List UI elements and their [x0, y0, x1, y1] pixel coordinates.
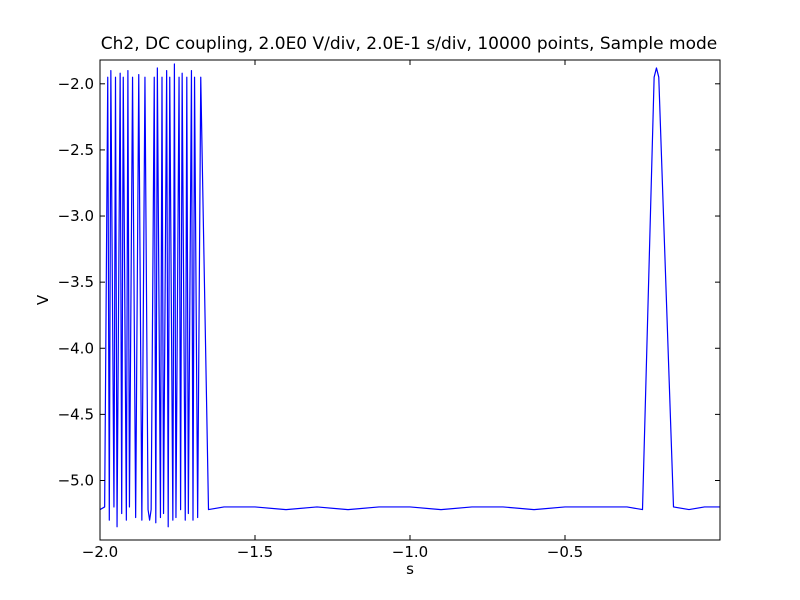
x-tick-label: −1.5: [237, 543, 273, 561]
y-tick-label: −2.5: [58, 141, 94, 159]
y-tick-label: −4.5: [58, 405, 94, 423]
y-ticks: −2.0 −2.5 −3.0 −3.5 −4.0 −4.5 −5.0: [58, 75, 720, 489]
y-tick-label: −4.0: [58, 339, 94, 357]
x-tick-label: −0.5: [547, 543, 583, 561]
series-line-0: [99, 63, 720, 528]
y-tick-label: −3.5: [58, 273, 94, 291]
y-tick-label: −3.0: [58, 207, 94, 225]
x-tick-label: −1.0: [392, 543, 428, 561]
x-tick-label: −2.0: [82, 543, 118, 561]
y-tick-label: −5.0: [58, 471, 94, 489]
chart-title: Ch2, DC coupling, 2.0E0 V/div, 2.0E-1 s/…: [101, 34, 717, 54]
x-axis-label: s: [406, 560, 414, 578]
plot-series: [99, 63, 720, 528]
x-ticks: −2.0 −1.5 −1.0 −0.5: [82, 60, 583, 561]
y-tick-label: −2.0: [58, 75, 94, 93]
y-axis-label: V: [34, 294, 52, 305]
